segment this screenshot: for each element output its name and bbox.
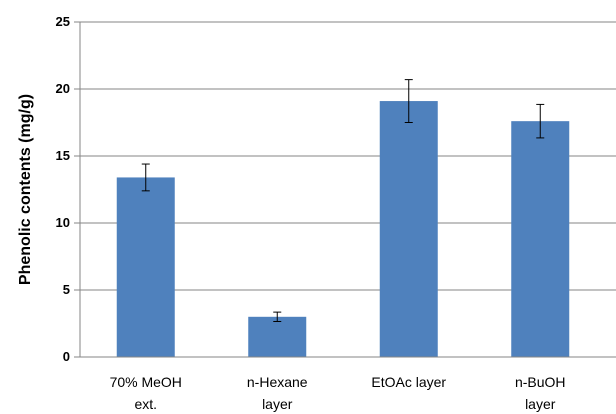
y-tick-label: 5: [63, 282, 70, 297]
y-tick-label: 25: [56, 14, 70, 29]
error-bar: [273, 311, 282, 322]
bar: [248, 316, 307, 357]
x-tick-label: layer: [262, 396, 293, 412]
y-tick-label: 20: [56, 81, 70, 96]
y-tick-labels: 0 5 10 15 20 25: [56, 14, 70, 364]
x-tick-label: n-Hexane: [247, 374, 308, 390]
error-bar: [141, 163, 150, 192]
x-tick-label: n-BuOH: [515, 374, 566, 390]
x-tick-label: layer: [525, 396, 556, 412]
y-tick-label: 10: [56, 215, 70, 230]
x-tick-label: EtOAc layer: [371, 374, 446, 390]
bars: [116, 101, 570, 357]
x-tick-label: ext.: [134, 396, 157, 412]
y-tick-label: 15: [56, 148, 70, 163]
bar: [116, 177, 175, 357]
error-bar: [536, 103, 545, 139]
x-tick-label: 70% MeOH: [110, 374, 182, 390]
y-axis-title: Phenolic contents (mg/g): [17, 94, 34, 285]
bar: [511, 121, 570, 357]
bar: [379, 101, 438, 357]
error-bars: [141, 79, 545, 322]
y-tick-label: 0: [63, 349, 70, 364]
x-tick-labels: 70% MeOH ext. n-Hexane layer EtOAc layer n-Bu…: [110, 374, 566, 412]
error-bar: [404, 79, 413, 123]
